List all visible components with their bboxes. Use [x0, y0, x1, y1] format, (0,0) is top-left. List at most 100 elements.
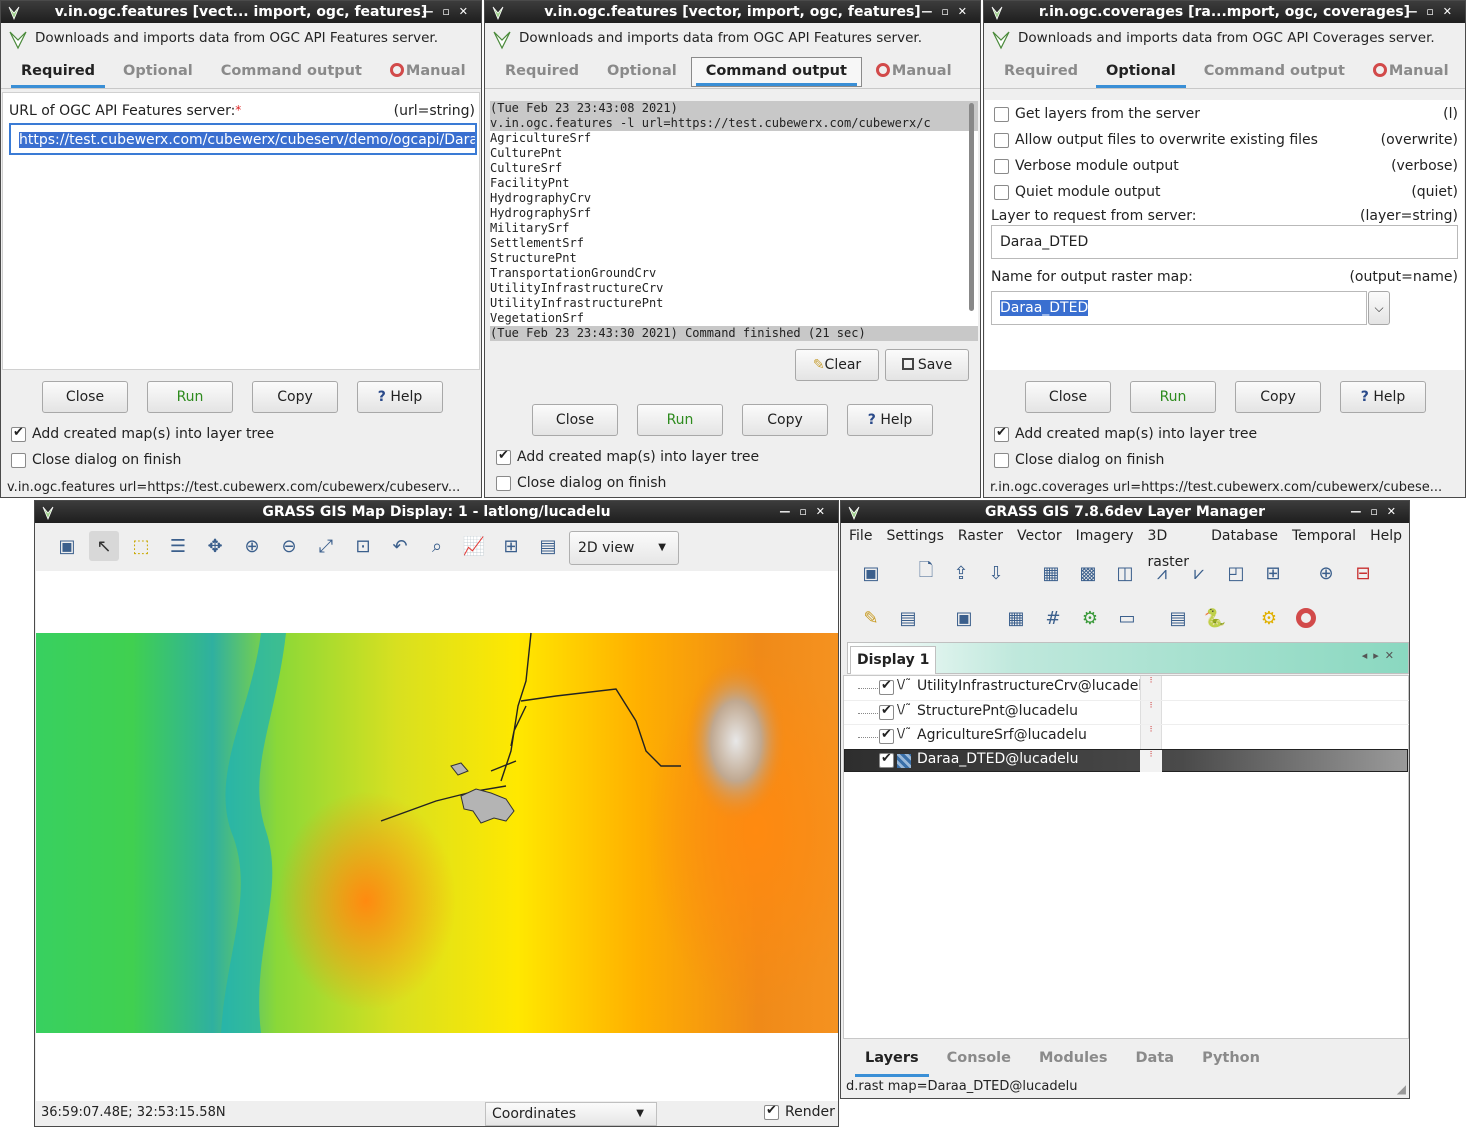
layer-input[interactable]: Daraa_DTED: [991, 225, 1458, 259]
menu-raster[interactable]: Raster: [957, 528, 1004, 544]
layer-visibility-checkbox[interactable]: [879, 703, 894, 720]
statusbar-mode-select[interactable]: Coordinates ▼: [485, 1102, 657, 1126]
layer-visibility-checkbox[interactable]: [879, 727, 894, 744]
map-canvas[interactable]: [36, 571, 838, 1101]
lm-titlebar[interactable]: GRASS GIS 7.8.6dev Layer Manager —▫✕: [841, 501, 1409, 523]
close-button[interactable]: Close: [532, 404, 618, 436]
add-map-checkbox[interactable]: Add created map(s) into layer tree: [994, 425, 1257, 442]
dialog-titlebar[interactable]: r.in.ogc.coverages [ra...mport, ogc, cov…: [984, 1, 1465, 23]
tab-required[interactable]: Required: [505, 63, 580, 79]
help-button[interactable]: ? Help: [847, 404, 933, 436]
menu-help[interactable]: Help: [1370, 528, 1402, 544]
tab-command-output[interactable]: Command output: [1203, 63, 1345, 79]
layer-row[interactable]: \/˜ AgricultureSrf@lucadelu ⁝: [844, 724, 1409, 749]
settings-gear-icon[interactable]: ⚙: [1260, 607, 1278, 629]
layer-row[interactable]: \/˜ StructurePnt@lucadelu ⁝: [844, 700, 1409, 725]
command-output-area[interactable]: (Tue Feb 23 23:43:08 2021) v.in.ogc.featu…: [490, 101, 978, 341]
layer-opacity-icon[interactable]: ⁝: [1140, 725, 1162, 749]
add-map-checkbox[interactable]: Add created map(s) into layer tree: [496, 448, 759, 465]
save-workspace-icon[interactable]: ⇩: [988, 562, 1004, 584]
tab-display-1[interactable]: Display 1: [850, 646, 937, 674]
select-icon[interactable]: ⬚: [132, 535, 150, 557]
close-on-finish-checkbox[interactable]: Close dialog on finish: [994, 452, 1164, 468]
menu-3d-raster[interactable]: 3D raster: [1147, 528, 1190, 570]
layer-opacity-icon[interactable]: ⁝: [1140, 676, 1162, 700]
layer-row-selected[interactable]: Daraa_DTED@lucadelu ⁝: [844, 749, 1408, 772]
zoom-back-icon[interactable]: ↶: [392, 535, 408, 557]
attribute-table-icon[interactable]: ▤: [899, 607, 917, 629]
layer-visibility-checkbox[interactable]: [879, 751, 894, 768]
add-vector-icon[interactable]: ⩘: [1156, 562, 1168, 584]
output-map-input[interactable]: Daraa_DTED: [991, 291, 1367, 325]
dialog-titlebar[interactable]: v.in.ogc.features [vect... import, ogc, …: [1, 1, 481, 23]
add-map-checkbox[interactable]: Add created map(s) into layer tree: [11, 425, 274, 442]
menu-settings[interactable]: Settings: [886, 528, 944, 544]
tab-layers[interactable]: Layers: [851, 1039, 933, 1077]
new-workspace-icon[interactable]: 🗋: [918, 560, 934, 581]
run-button[interactable]: Run: [637, 404, 723, 436]
help-button[interactable]: ? Help: [1340, 381, 1426, 413]
window-controls-icon[interactable]: —▫✕: [1350, 505, 1405, 518]
tab-optional[interactable]: Optional: [607, 63, 677, 79]
window-controls-icon[interactable]: —▫✕: [921, 5, 976, 18]
add-multiple-vector-icon[interactable]: ⩗: [1193, 562, 1205, 584]
view-mode-select[interactable]: 2D view ▼: [569, 531, 679, 565]
layer-row[interactable]: \/˜ UtilityInfrastructureCrv@lucadelu ⁝: [844, 676, 1409, 700]
menu-imagery[interactable]: Imagery: [1075, 528, 1134, 544]
tab-console[interactable]: Console: [946, 1050, 1011, 1066]
open-workspace-icon[interactable]: ⇪: [953, 562, 969, 584]
composer-icon[interactable]: ▭: [1118, 607, 1136, 629]
output-scrollbar[interactable]: [969, 103, 974, 311]
tab-optional[interactable]: Optional: [1092, 55, 1190, 88]
python-icon[interactable]: 🐍: [1203, 607, 1227, 629]
georectify-icon[interactable]: #: [1045, 607, 1061, 629]
zoom-region-icon[interactable]: ⊡: [355, 535, 371, 557]
layer-opacity-icon[interactable]: ⁝: [1140, 750, 1162, 772]
close-button[interactable]: Close: [1025, 381, 1111, 413]
remove-layer-icon[interactable]: ⊟: [1355, 562, 1371, 584]
tab-manual[interactable]: Manual: [862, 55, 966, 88]
run-button[interactable]: Run: [147, 381, 233, 413]
copy-button[interactable]: Copy: [742, 404, 828, 436]
add-vector-misc-icon[interactable]: ◰: [1227, 562, 1245, 584]
map-output-icon[interactable]: ▣: [955, 607, 973, 629]
tab-python[interactable]: Python: [1202, 1050, 1260, 1066]
save-display-icon[interactable]: ▤: [539, 535, 557, 557]
raster-calculator-icon[interactable]: ▦: [1007, 607, 1025, 629]
window-controls-icon[interactable]: —▫✕: [1406, 5, 1461, 18]
help-lifebuoy-icon[interactable]: [1291, 603, 1321, 633]
resize-grip-icon[interactable]: ◢: [1396, 1082, 1406, 1096]
add-map-elements-icon[interactable]: ▣: [58, 535, 76, 557]
new-display-icon[interactable]: ▣: [862, 562, 880, 584]
add-multiple-raster-icon[interactable]: ▩: [1079, 562, 1097, 584]
analyze-icon[interactable]: 📈: [462, 535, 486, 557]
tab-required[interactable]: Required: [1004, 63, 1079, 79]
help-button[interactable]: ? Help: [357, 381, 443, 413]
tab-command-output[interactable]: Command output: [690, 57, 862, 87]
url-input[interactable]: https://test.cubewerx.com/cubewerx/cubes…: [9, 123, 477, 155]
tab-modules[interactable]: Modules: [1038, 1050, 1108, 1066]
add-raster-icon[interactable]: ▦: [1042, 562, 1060, 584]
clear-button[interactable]: ✎Clear: [795, 349, 879, 381]
close-button[interactable]: Close: [42, 381, 128, 413]
zoom-out-icon[interactable]: ⊖: [281, 535, 297, 557]
add-overlay-icon[interactable]: ⊞: [1265, 562, 1281, 584]
option-verbose[interactable]: Verbose module output (verbose): [994, 158, 1458, 174]
script-icon[interactable]: ▤: [1169, 607, 1187, 629]
overlay-icon[interactable]: ⊞: [503, 535, 519, 557]
layer-opacity-icon[interactable]: ⁝: [1140, 701, 1162, 725]
option-overwrite[interactable]: Allow output files to overwrite existing…: [994, 132, 1458, 148]
dialog-titlebar[interactable]: v.in.ogc.features [vector, import, ogc, …: [485, 1, 980, 23]
output-map-dropdown[interactable]: ⌵: [1368, 291, 1390, 325]
pointer-icon[interactable]: ↖: [89, 531, 119, 561]
save-button[interactable]: Save: [885, 349, 969, 381]
graphical-modeler-icon[interactable]: ⚙: [1081, 607, 1099, 629]
option-quiet[interactable]: Quiet module output (quiet): [994, 184, 1458, 200]
menu-vector[interactable]: Vector: [1017, 528, 1062, 544]
menu-database[interactable]: Database: [1211, 528, 1278, 544]
layer-visibility-checkbox[interactable]: [879, 678, 894, 695]
tab-data[interactable]: Data: [1135, 1050, 1175, 1066]
copy-button[interactable]: Copy: [1235, 381, 1321, 413]
zoom-in-icon[interactable]: ⊕: [244, 535, 260, 557]
tab-manual[interactable]: Manual: [1359, 55, 1463, 88]
